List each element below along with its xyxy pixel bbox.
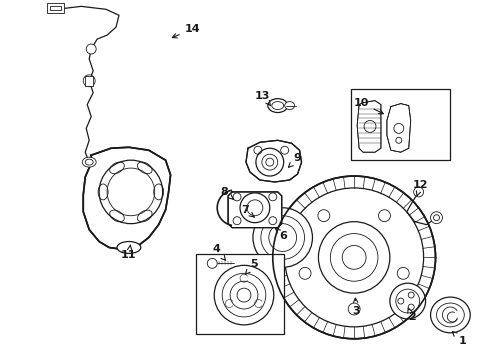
Polygon shape bbox=[245, 140, 301, 182]
Text: 12: 12 bbox=[412, 180, 427, 196]
Text: 4: 4 bbox=[212, 244, 225, 260]
Ellipse shape bbox=[82, 157, 96, 167]
Polygon shape bbox=[228, 192, 281, 228]
Text: 8: 8 bbox=[220, 187, 233, 199]
Polygon shape bbox=[386, 104, 410, 152]
Circle shape bbox=[207, 258, 217, 268]
Circle shape bbox=[272, 176, 435, 339]
Circle shape bbox=[429, 212, 442, 224]
Ellipse shape bbox=[284, 102, 294, 109]
Text: 1: 1 bbox=[451, 332, 465, 346]
Text: 6: 6 bbox=[275, 229, 286, 240]
Circle shape bbox=[99, 160, 163, 224]
Circle shape bbox=[214, 265, 273, 325]
Text: 11: 11 bbox=[121, 245, 136, 260]
Circle shape bbox=[389, 283, 425, 319]
Text: 10: 10 bbox=[353, 98, 383, 114]
Polygon shape bbox=[83, 147, 170, 249]
Text: 13: 13 bbox=[255, 91, 270, 106]
Circle shape bbox=[318, 222, 389, 293]
Text: 3: 3 bbox=[351, 298, 359, 316]
Text: 9: 9 bbox=[288, 153, 301, 167]
Circle shape bbox=[83, 75, 95, 87]
Polygon shape bbox=[356, 100, 380, 152]
Bar bbox=[350, 89, 449, 160]
Ellipse shape bbox=[117, 242, 141, 253]
Text: 7: 7 bbox=[241, 205, 254, 217]
Bar bbox=[85, 76, 93, 86]
Text: 2: 2 bbox=[407, 308, 415, 322]
Circle shape bbox=[413, 187, 423, 197]
Circle shape bbox=[86, 44, 96, 54]
Text: 5: 5 bbox=[245, 259, 257, 274]
Bar bbox=[196, 255, 283, 334]
Bar bbox=[46, 3, 64, 13]
Ellipse shape bbox=[267, 99, 287, 113]
Circle shape bbox=[252, 208, 312, 267]
Text: 14: 14 bbox=[172, 24, 200, 38]
Ellipse shape bbox=[429, 297, 469, 333]
Bar bbox=[49, 6, 61, 10]
